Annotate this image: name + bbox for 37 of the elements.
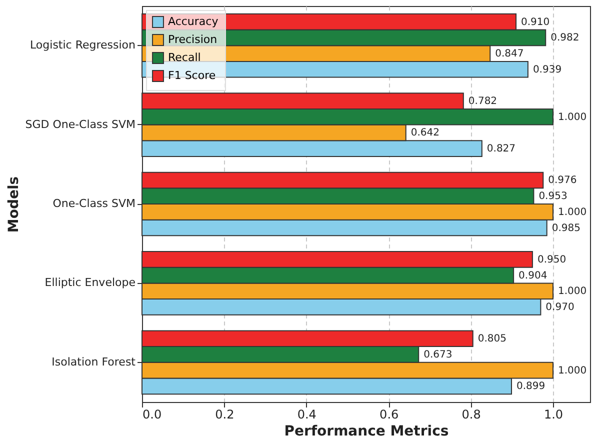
legend-label: Accuracy [168,15,219,28]
x-tick-label: 0.2 [215,408,234,422]
y-tick-label: Isolation Forest [52,355,136,368]
x-tick-label: 0.4 [297,408,316,422]
x-tick-label: 0.0 [142,408,162,422]
y-tick-label: SGD One-Class SVM [25,118,136,131]
data-label: 1.000 [558,112,587,123]
data-label: 0.782 [468,96,498,108]
y-axis-title: Models [6,176,22,233]
data-label: 1.000 [558,206,587,218]
data-label: 0.985 [552,222,580,234]
data-label: 0.673 [424,349,452,360]
legend-label: F1 Score [168,69,216,82]
data-label: 0.827 [486,144,516,155]
legend-label: Precision [168,33,218,46]
data-label: 0.642 [410,128,440,139]
data-label: 0.953 [538,191,568,202]
y-tick-label: One-Class SVM [52,197,136,210]
data-label: 0.982 [550,32,580,44]
legend-label: Recall [168,51,201,64]
data-label: 0.970 [546,302,574,313]
x-tick-label: 0.8 [462,408,481,422]
data-label: 1.000 [558,365,587,376]
data-label: 0.904 [518,270,548,282]
data-label: 0.910 [521,16,550,28]
data-label: 0.847 [495,48,524,60]
data-label: 0.805 [478,334,507,345]
data-label: 0.899 [516,381,546,392]
y-tick-label: Elliptic Envelope [44,276,136,290]
x-tick-label: 0.6 [380,408,399,422]
data-label: 1.000 [558,286,587,298]
data-label: 0.939 [532,64,562,76]
y-tick-label: Logistic Regression [30,38,136,52]
data-label: 0.976 [548,175,577,186]
x-axis-title: Performance Metrics [284,424,449,440]
data-label: 0.950 [537,254,566,266]
x-tick-label: 1.0 [544,408,564,422]
